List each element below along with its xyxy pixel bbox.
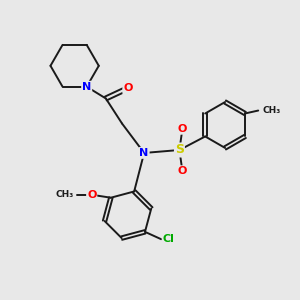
Text: N: N <box>140 148 149 158</box>
Text: N: N <box>82 82 91 92</box>
Text: Cl: Cl <box>163 234 175 244</box>
Text: CH₃: CH₃ <box>262 106 281 115</box>
Text: O: O <box>178 166 187 176</box>
Text: S: S <box>175 143 184 157</box>
Text: O: O <box>178 124 187 134</box>
Text: O: O <box>123 83 133 93</box>
Text: CH₃: CH₃ <box>56 190 74 199</box>
Text: O: O <box>87 190 96 200</box>
